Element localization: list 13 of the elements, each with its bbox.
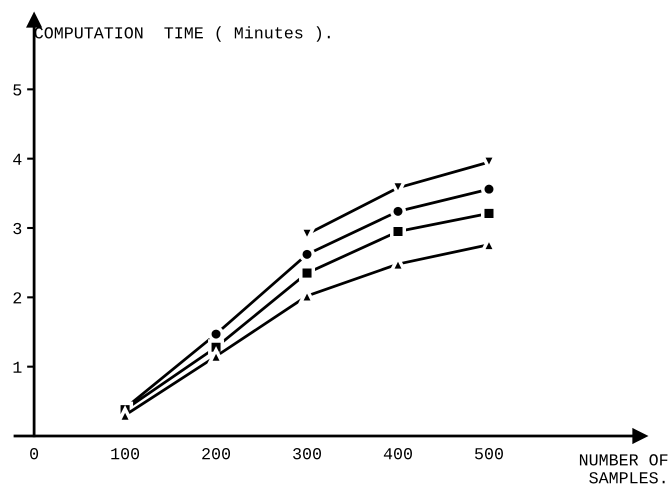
y-tick-label: 4 <box>13 154 22 165</box>
x-tick-label: 400 <box>384 448 412 460</box>
y-tick-label: 5 <box>13 84 22 96</box>
x-tick-label: 0 <box>30 448 38 460</box>
x-tick-label: 300 <box>293 448 322 460</box>
x-tick-label: 500 <box>475 448 503 460</box>
y-tick-label: 3 <box>13 222 22 234</box>
x-tick-label: 200 <box>202 448 230 460</box>
y-tick-label: 2 <box>13 292 22 304</box>
y-tick-label: 1 <box>14 362 22 373</box>
y-axis-title: COMPUTATION TIME ( Minutes ). <box>34 26 330 42</box>
x-tick-label: 100 <box>111 448 140 460</box>
x-axis-title: NUMBER OF SAMPLES. <box>580 454 668 484</box>
